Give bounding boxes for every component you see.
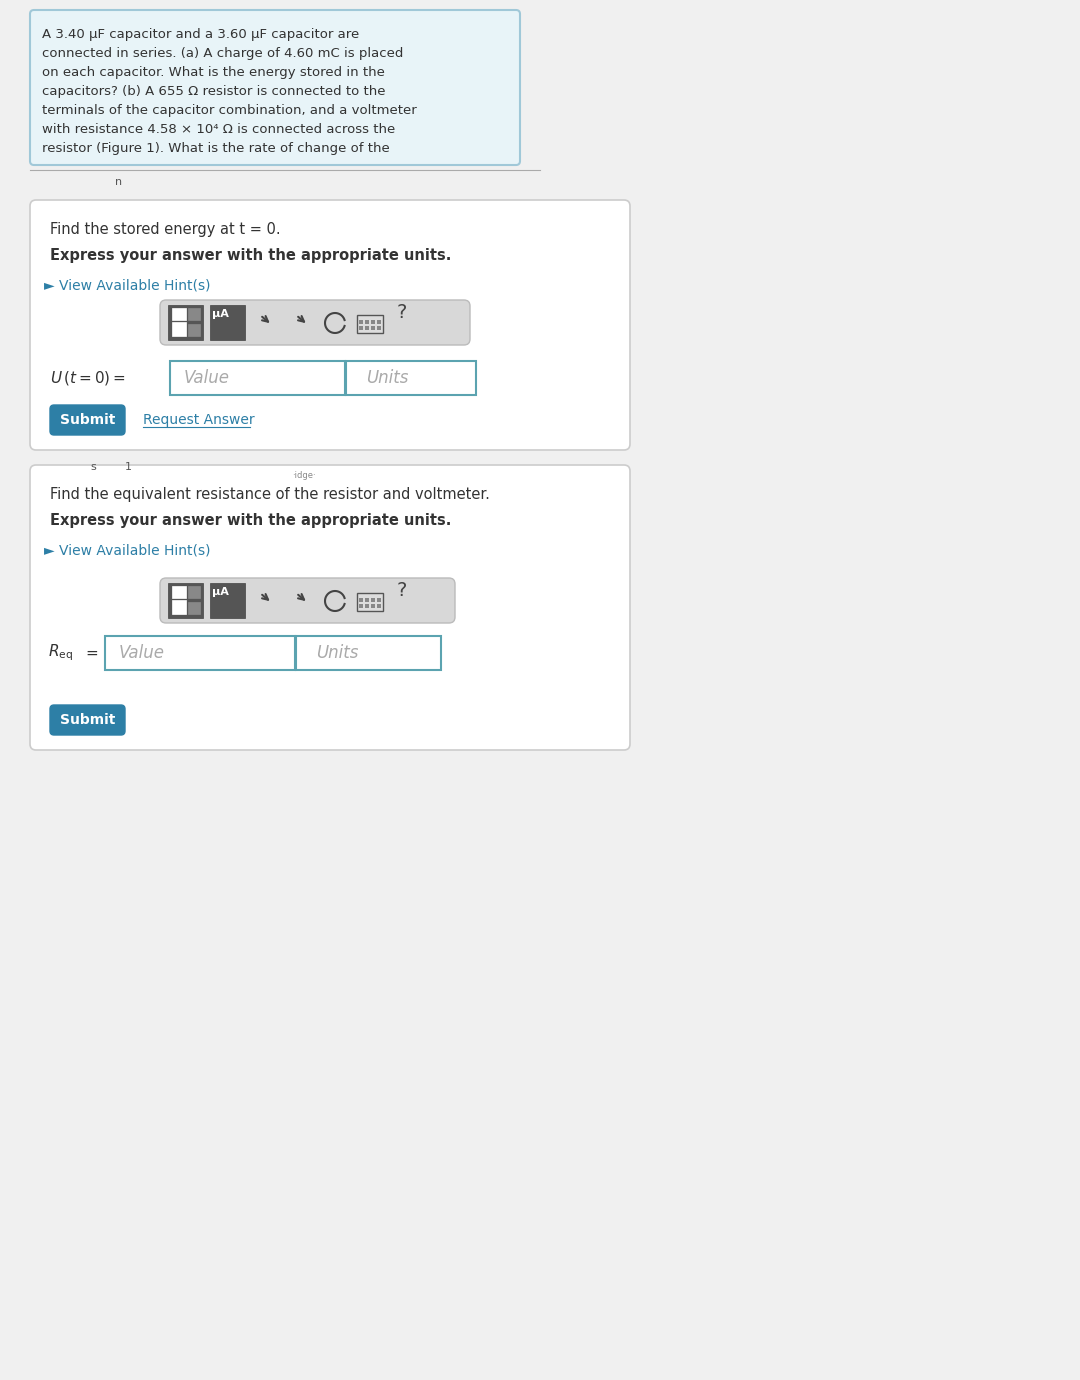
Bar bbox=[372, 326, 375, 330]
Text: Express your answer with the appropriate units.: Express your answer with the appropriate… bbox=[50, 513, 451, 529]
Text: Value: Value bbox=[119, 644, 165, 662]
Bar bbox=[210, 305, 245, 339]
Bar bbox=[170, 362, 345, 395]
Bar bbox=[357, 315, 383, 333]
Text: Submit: Submit bbox=[59, 413, 116, 426]
Text: resistor (Figure 1). What is the rate of change of the: resistor (Figure 1). What is the rate of… bbox=[42, 142, 390, 155]
Text: Request Answer: Request Answer bbox=[143, 413, 255, 426]
Text: ► View Available Hint(s): ► View Available Hint(s) bbox=[44, 542, 211, 558]
Text: $U\,(t=0)=$: $U\,(t=0)=$ bbox=[50, 368, 126, 386]
Bar bbox=[377, 326, 381, 330]
Bar bbox=[168, 582, 203, 618]
Bar bbox=[365, 598, 369, 602]
Text: =: = bbox=[85, 646, 98, 661]
FancyBboxPatch shape bbox=[30, 465, 630, 749]
FancyBboxPatch shape bbox=[50, 404, 125, 435]
Text: Units: Units bbox=[316, 644, 359, 662]
Text: μA: μA bbox=[212, 586, 229, 598]
Bar bbox=[365, 320, 369, 324]
Bar bbox=[377, 598, 381, 602]
Text: $R_{\mathrm{eq}}$: $R_{\mathrm{eq}}$ bbox=[48, 643, 73, 664]
Text: Find the stored energy at t = 0.: Find the stored energy at t = 0. bbox=[50, 222, 281, 237]
Text: terminals of the capacitor combination, and a voltmeter: terminals of the capacitor combination, … bbox=[42, 104, 417, 117]
Text: Express your answer with the appropriate units.: Express your answer with the appropriate… bbox=[50, 248, 451, 264]
Bar bbox=[377, 320, 381, 324]
Bar bbox=[372, 604, 375, 609]
Bar bbox=[188, 308, 200, 320]
Bar bbox=[172, 308, 186, 320]
Bar bbox=[168, 305, 203, 339]
Text: Find the equivalent resistance of the resistor and voltmeter.: Find the equivalent resistance of the re… bbox=[50, 487, 490, 502]
Text: μA: μA bbox=[212, 309, 229, 319]
FancyBboxPatch shape bbox=[160, 578, 455, 622]
Bar bbox=[210, 582, 245, 618]
Bar bbox=[359, 320, 363, 324]
Text: s: s bbox=[90, 462, 96, 472]
Text: ·idge·: ·idge· bbox=[292, 471, 315, 480]
Bar bbox=[365, 604, 369, 609]
Bar bbox=[172, 600, 186, 614]
FancyBboxPatch shape bbox=[50, 705, 125, 736]
Bar bbox=[105, 636, 295, 671]
Bar bbox=[188, 324, 200, 335]
Bar bbox=[296, 636, 441, 671]
Text: ?: ? bbox=[397, 304, 407, 322]
FancyBboxPatch shape bbox=[30, 10, 519, 166]
Bar bbox=[346, 362, 476, 395]
Text: with resistance 4.58 × 10⁴ Ω is connected across the: with resistance 4.58 × 10⁴ Ω is connecte… bbox=[42, 123, 395, 137]
Text: connected in series. (a) A charge of 4.60 mC is placed: connected in series. (a) A charge of 4.6… bbox=[42, 47, 403, 59]
Text: capacitors? (b) A 655 Ω resistor is connected to the: capacitors? (b) A 655 Ω resistor is conn… bbox=[42, 86, 386, 98]
Text: Submit: Submit bbox=[59, 713, 116, 727]
Text: n: n bbox=[114, 177, 122, 188]
Bar bbox=[359, 326, 363, 330]
Bar bbox=[188, 602, 200, 614]
Text: A 3.40 μF capacitor and a 3.60 μF capacitor are: A 3.40 μF capacitor and a 3.60 μF capaci… bbox=[42, 28, 360, 41]
Bar bbox=[357, 593, 383, 611]
Bar bbox=[372, 598, 375, 602]
Bar bbox=[372, 320, 375, 324]
Text: Value: Value bbox=[184, 368, 230, 386]
Bar bbox=[359, 598, 363, 602]
FancyBboxPatch shape bbox=[30, 200, 630, 450]
Text: ► View Available Hint(s): ► View Available Hint(s) bbox=[44, 277, 211, 293]
Bar bbox=[359, 604, 363, 609]
Bar bbox=[188, 586, 200, 598]
Bar bbox=[172, 322, 186, 335]
Text: Units: Units bbox=[366, 368, 408, 386]
Bar bbox=[377, 604, 381, 609]
Text: 1: 1 bbox=[125, 462, 132, 472]
Bar bbox=[365, 326, 369, 330]
Text: ?: ? bbox=[397, 581, 407, 600]
FancyBboxPatch shape bbox=[160, 299, 470, 345]
Bar bbox=[172, 586, 186, 598]
Text: on each capacitor. What is the energy stored in the: on each capacitor. What is the energy st… bbox=[42, 66, 384, 79]
